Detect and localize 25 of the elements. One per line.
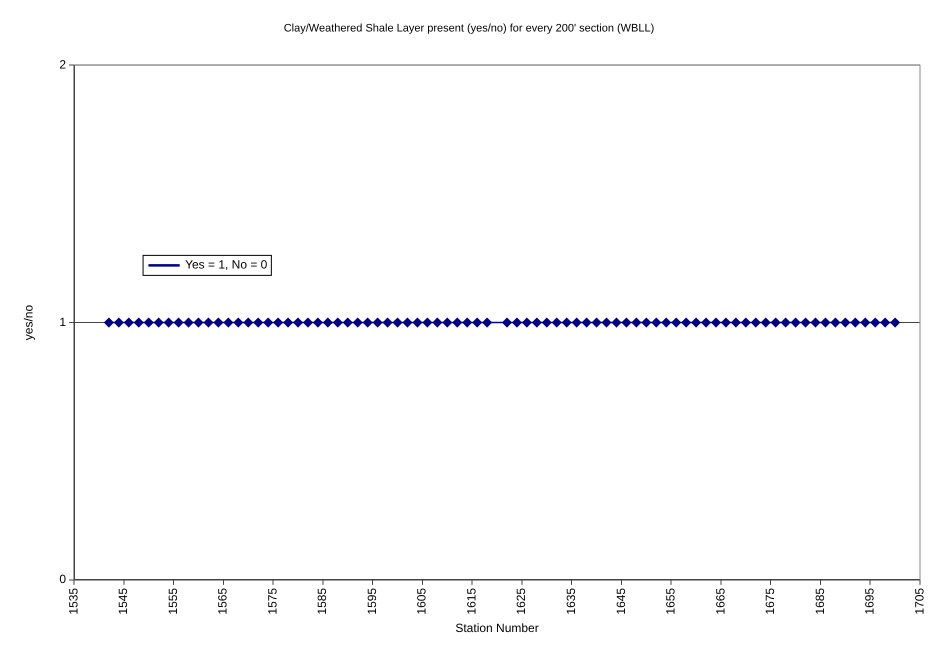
x-tick-label: 1585: [315, 588, 330, 615]
x-tick-label: 1545: [116, 588, 130, 615]
x-tick-label: 1705: [912, 588, 926, 615]
x-tick-label: 1565: [216, 588, 230, 615]
x-tick-label: 1575: [265, 588, 280, 615]
x-tick-label: 1645: [614, 588, 628, 615]
chart-title: Clay/Weathered Shale Layer present (yes/no) for every 200' section (WBLL): [284, 22, 654, 35]
x-tick-label: 1595: [364, 588, 379, 615]
x-tick-label: 1685: [812, 588, 827, 615]
x-tick-label: 1665: [713, 588, 728, 615]
x-tick-label: 1695: [862, 588, 877, 615]
x-tick-label: 1605: [414, 588, 429, 615]
x-axis-title: Station Number: [455, 621, 539, 636]
legend-label: Yes = 1, No = 0: [185, 258, 268, 272]
x-tick-label: 1535: [66, 588, 80, 615]
x-tick-label: 1655: [664, 588, 678, 615]
x-tick-label: 1675: [763, 588, 778, 615]
x-tick-label: 1625: [514, 588, 528, 615]
y-axis-title: yes/no: [22, 304, 36, 340]
x-tick-label: 1635: [564, 588, 578, 615]
y-tick-label: 2: [59, 58, 66, 72]
x-tick-label: 1615: [464, 588, 478, 615]
y-tick-label: 0: [59, 572, 66, 586]
x-tick-label: 1555: [166, 588, 180, 615]
y-tick-label: 1: [59, 314, 66, 329]
